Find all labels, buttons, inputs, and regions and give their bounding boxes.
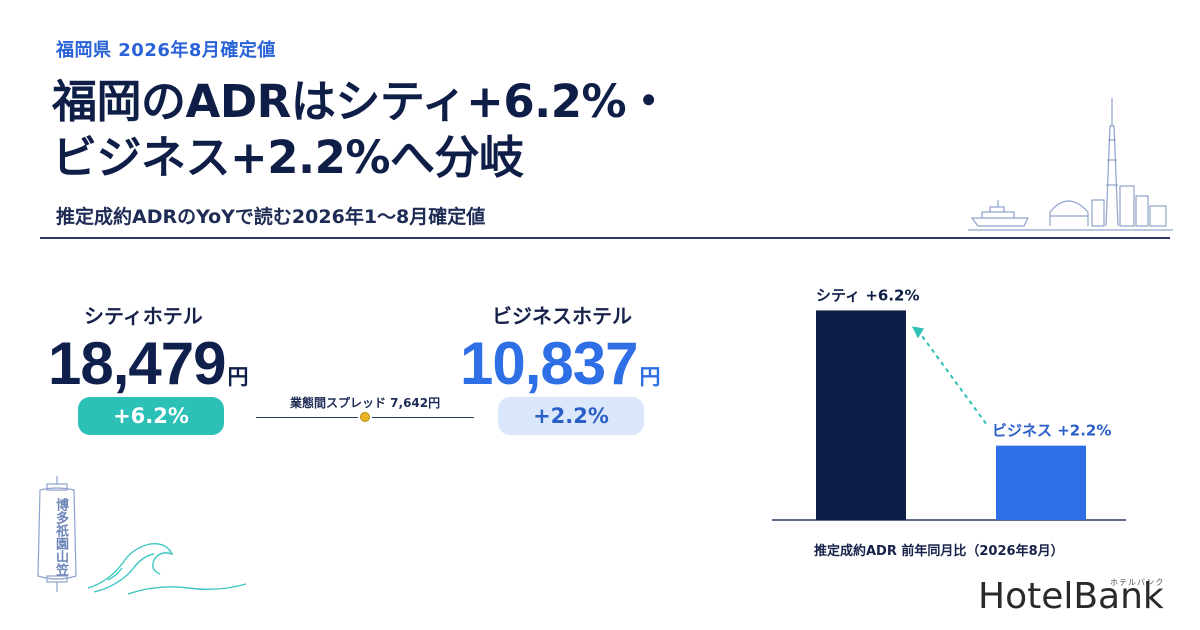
spread-label: 業態間スプレッド 7,642円 [290,396,441,410]
spread-line-left [256,417,358,418]
header-divider [40,237,1170,239]
business-hotel-label: ビジネスホテル [492,304,632,328]
headline-line-2: ビジネス+2.2%へ分岐 [52,131,524,184]
subheadline: 推定成約ADRのYoYで読む2026年1〜8月確定値 [56,206,486,228]
fukuoka-skyline-illustration [968,98,1173,231]
adr-yoy-bar-chart: シティ +6.2% ビジネス +2.2% [772,286,1126,521]
lantern-text: 博多祇園山笠 [53,498,68,576]
city-hotel-value-group: 18,479円 [48,332,249,396]
spread-line-right [372,417,474,418]
headline: 福岡のADRはシティ+6.2%・ ビジネス+2.2%へ分岐 [52,74,671,186]
hotelbank-logo-subtitle: ホテルバンク [1110,578,1165,587]
wave-illustration [88,543,247,595]
city-hotel-adr-value: 18,479 [48,330,227,397]
chart-comparison-arrow [917,329,987,425]
chart-bar-label-business: ビジネス +2.2% [992,422,1111,440]
lantern-illustration [37,476,77,592]
business-hotel-adr-unit: 円 [639,365,661,389]
business-hotel-kpi: ビジネスホテル [492,300,632,329]
business-hotel-value-group: 10,837円 [460,332,661,396]
chart-bar-city [816,310,906,520]
business-hotel-adr-value: 10,837 [460,330,639,397]
headline-line-1: 福岡のADRはシティ+6.2%・ [52,75,671,128]
spread-marker-dot [360,412,370,422]
city-hotel-kpi: シティホテル [84,300,203,329]
chart-arrow-head [912,326,924,339]
hotelbank-logo: HotelBank [978,576,1164,617]
city-hotel-label: シティホテル [84,304,203,328]
chart-bar-business [996,445,1086,520]
chart-bar-label-city: シティ +6.2% [816,286,920,304]
business-hotel-change-badge: +2.2% [498,397,644,435]
chart-caption: 推定成約ADR 前年同月比（2026年8月） [814,544,1064,559]
kicker: 福岡県 2026年8月確定値 [56,40,276,61]
city-hotel-adr-unit: 円 [227,365,249,389]
city-hotel-change-badge: +6.2% [78,397,224,435]
